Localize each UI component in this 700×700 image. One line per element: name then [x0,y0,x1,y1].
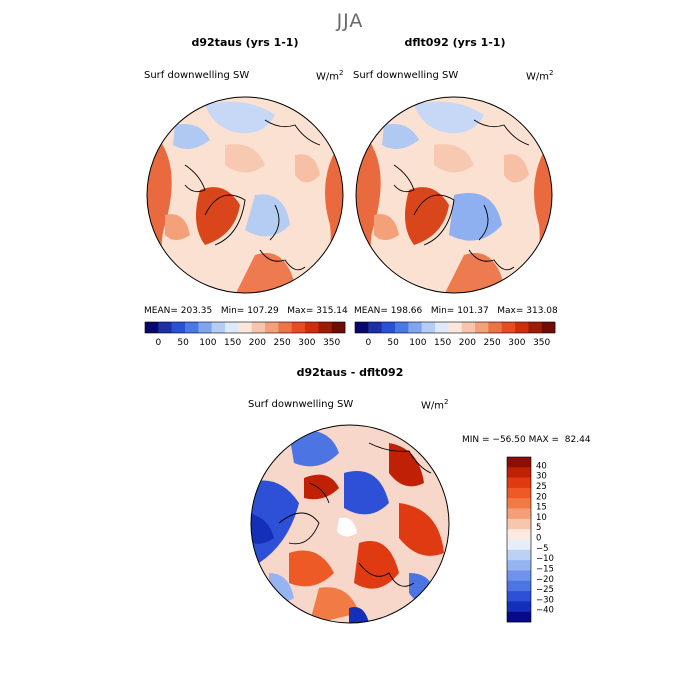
panel-2-colorbar-tick-label: 0 [365,338,371,348]
diff-colorbar-swatch [507,560,531,571]
panel-1-units: W/m2 [316,69,344,83]
panel-1-colorbar-swatch [198,322,212,333]
panel-1-colorbar-swatch [185,322,199,333]
diff-colorbar-swatch [507,591,531,602]
panel-1-colorbar-swatch [318,322,332,333]
diff-colorbar-swatch [507,529,531,540]
panel-2-colorbar-swatch [541,322,556,333]
diff-colorbar-swatch [507,549,531,561]
diff-colorbar-label: −15 [536,564,554,574]
panel-2-colorbar-tick-label: 200 [459,338,476,348]
panel-1-colorbar-swatch [211,322,226,333]
diff-panel-variable: Surf downwelling SW [248,399,354,410]
panel-1-colorbar-tick-label: 100 [199,338,216,348]
panel-1-variable: Surf downwelling SW [144,70,250,81]
panel-2-colorbar-tick-label: 300 [508,338,525,348]
panel-2-colorbar-swatch [475,322,489,333]
season-title: JJA [336,10,364,32]
diff-colorbar-label: 25 [536,482,547,492]
panel-1-colorbar-swatch [225,322,239,333]
panel-1-colorbar-swatch [291,322,306,333]
diff-colorbar-label: −5 [536,544,549,554]
panel-2-stats: MEAN= 198.66 Min= 101.37 Max= 313.08 [354,306,558,316]
diff-colorbar-swatch [507,498,531,509]
panel-1-colorbar-tick-label: 250 [274,338,291,348]
diff-colorbar-swatch [507,580,531,592]
diff-colorbar-swatch [507,487,531,499]
panel-2-colorbar-swatch [381,322,396,333]
panel-1-colorbar-swatch [145,322,159,333]
diff-colorbar-label: 20 [536,492,547,502]
panel-1-colorbar-swatch [158,322,172,333]
diff-colorbar-swatch [507,477,531,489]
diff-colorbar-swatch [507,611,531,623]
panel-2-units: W/m2 [526,69,554,83]
diff-colorbar-label: 0 [536,534,541,544]
diff-colorbar-label: −30 [536,595,554,605]
panel-1-stats: MEAN= 203.35 Min= 107.29 Max= 315.14 [144,306,348,316]
panel-2-colorbar-swatch [368,322,382,333]
panel-2-colorbar-tick-label: 50 [387,338,399,348]
diff-colorbar-label: 40 [536,461,547,471]
panel-1-colorbar-swatch [238,322,252,333]
panel-2-colorbar-swatch [435,322,449,333]
diff-panel-units: W/m2 [421,398,449,412]
panel-1-colorbar-frame [144,321,346,334]
panel-2-colorbar-swatch [461,322,476,333]
diff-colorbar-label: 10 [536,513,547,523]
panel-2-colorbar: 0 50 100 150 200 250 300 350 [354,321,556,348]
panel-1-colorbar-swatch [265,322,279,333]
diff-colorbar-label: 5 [536,523,541,533]
diff-colorbar-label: −40 [536,606,554,616]
panel-2-colorbar-swatch [528,322,542,333]
panel-1-colorbar-swatch [331,322,346,333]
diff-colorbar-swatch [507,467,531,478]
diff-colorbar-swatch [507,457,531,468]
diff-colorbar-frame [506,456,532,623]
panel-1-colorbar: 0 50 100 150 200 250 300 350 [144,321,346,348]
panel-2-colorbar-swatch [448,322,462,333]
diff-colorbar-swatch [507,601,531,612]
panel-1-polar-map [146,96,344,294]
diff-panel-stats: MIN = −56.50 MAX = 82.44 [462,435,591,445]
panel-1-colorbar-swatch [305,322,319,333]
panel-1-colorbar-tick-label: 150 [224,338,241,348]
panel-2-colorbar-swatch [408,322,422,333]
panel-1-colorbar-tick-label: 0 [155,338,161,348]
panel-2-colorbar-swatch [421,322,436,333]
diff-colorbar-label: −25 [536,585,554,595]
panel-2-colorbar-tick-label: 150 [434,338,451,348]
panel-1-colorbar-swatch [278,322,292,333]
diff-colorbar-label: −20 [536,575,554,585]
diff-colorbar-swatch [507,518,531,530]
diff-colorbar-label: −10 [536,554,554,564]
panel-2-colorbar-tick-label: 250 [484,338,501,348]
panel-2-colorbar-swatch [501,322,516,333]
panel-2-colorbar-tick-label: 100 [409,338,426,348]
panel-2-colorbar-swatch [488,322,502,333]
panel-2-polar-map [355,96,553,294]
panel-2-colorbar-frame [354,321,556,334]
diff-colorbar-swatch [507,539,531,551]
panel-1-colorbar-tick-label: 350 [323,338,340,348]
panel-2-title: dflt092 (yrs 1-1) [404,36,506,49]
panel-2-colorbar-swatch [395,322,409,333]
panel-1-colorbar-swatch [171,322,186,333]
panel-1-colorbar-tick-label: 200 [249,338,266,348]
diff-panel-title: d92taus - dflt092 [296,366,404,379]
panel-1-colorbar-tick-label: 50 [177,338,189,348]
panel-1-title: d92taus (yrs 1-1) [191,36,299,49]
panel-2-variable: Surf downwelling SW [353,70,459,81]
panel-1-colorbar-swatch [251,322,266,333]
panel-2-colorbar-tick-label: 350 [533,338,550,348]
diff-colorbar-label: 30 [536,472,547,482]
panel-2-colorbar-swatch [355,322,369,333]
diff-panel-polar-map [250,424,450,624]
diff-colorbar-swatch [507,570,531,582]
panel-1-colorbar-tick-label: 300 [298,338,315,348]
diff-colorbar-swatch [507,508,531,520]
diff-colorbar-label: 15 [536,503,547,513]
panel-2-colorbar-swatch [515,322,529,333]
